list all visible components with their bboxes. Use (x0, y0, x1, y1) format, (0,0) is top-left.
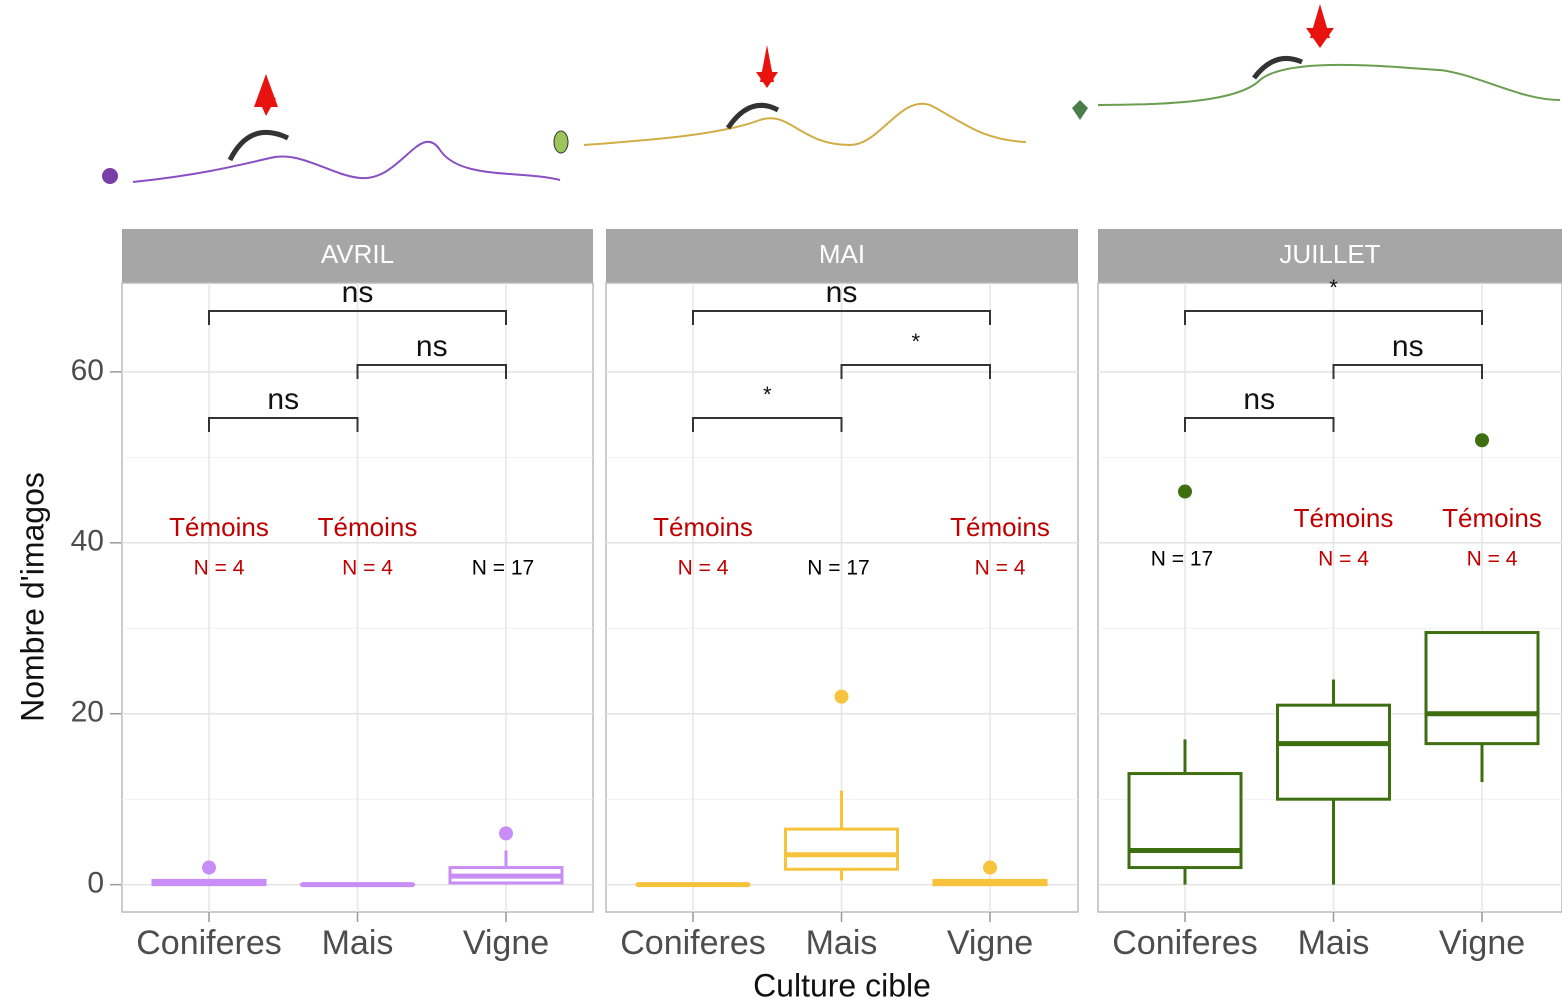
comparison-label: * (763, 382, 772, 407)
bracket (692, 310, 991, 325)
comparison-label: * (1329, 275, 1338, 300)
panel-title: MAI (819, 239, 865, 269)
comparison-label: ns (1392, 330, 1424, 363)
n-label: N = 4 (342, 557, 393, 580)
x-tick-label: Mais (322, 924, 394, 962)
n-label: N = 17 (807, 557, 869, 580)
x-tick-label: Vigne (1439, 924, 1525, 962)
comparison-label: ns (267, 383, 299, 416)
comparison-label: ns (342, 276, 374, 309)
n-label: N = 4 (975, 557, 1026, 580)
bracket (208, 417, 359, 432)
group-label: Témoins (1294, 503, 1394, 533)
x-tick-label: Vigne (947, 924, 1033, 962)
n-label: N = 4 (678, 557, 729, 580)
bracket (356, 364, 507, 379)
n-label: N = 4 (1318, 548, 1369, 571)
n-label: N = 17 (1151, 548, 1213, 571)
strip (606, 229, 1078, 283)
illustration (102, 4, 1561, 184)
group-label: Témoins (318, 512, 418, 542)
bracket (1184, 417, 1335, 432)
group-label: Témoins (653, 512, 753, 542)
outlier (1178, 484, 1192, 499)
x-tick-label: Vigne (463, 924, 549, 962)
bracket (1184, 310, 1483, 325)
bracket (1332, 364, 1483, 379)
outlier (983, 860, 997, 875)
n-label: N = 4 (1467, 548, 1518, 571)
x-tick-label: Coniferes (1112, 924, 1258, 962)
comparison-label: * (911, 329, 920, 354)
bracket (840, 364, 991, 379)
bracket (208, 310, 507, 325)
comparison-label: ns (416, 330, 448, 363)
box (1424, 631, 1540, 746)
x-tick-label: Mais (1298, 924, 1370, 962)
x-tick-label: Coniferes (620, 924, 766, 962)
bracket (692, 417, 843, 432)
y-axis-label: Nombre d'imagos (14, 472, 50, 722)
panel-title: JUILLET (1279, 239, 1380, 269)
x-tick-label: Coniferes (136, 924, 282, 962)
group-label: Témoins (1442, 503, 1542, 533)
group-label: Témoins (950, 512, 1050, 542)
y-tick-label: 40 (71, 525, 104, 558)
box (784, 827, 899, 871)
outlier (834, 689, 849, 704)
strip (1098, 229, 1562, 283)
y-tick-label: 0 (87, 867, 104, 900)
outlier (202, 860, 216, 875)
comparison-label: ns (826, 276, 858, 309)
n-label: N = 17 (472, 557, 534, 580)
outlier (499, 826, 513, 841)
comparison-label: ns (1243, 383, 1275, 416)
n-label: N = 4 (194, 557, 245, 580)
box (1276, 703, 1391, 801)
x-tick-label: Mais (806, 924, 878, 962)
panel-title: AVRIL (321, 239, 394, 269)
y-tick-label: 60 (71, 354, 104, 387)
strip (122, 229, 593, 283)
box (1127, 772, 1243, 870)
x-axis-label: Culture cible (753, 967, 931, 1003)
group-label: Témoins (169, 512, 269, 542)
outlier (1475, 433, 1489, 448)
y-tick-label: 20 (71, 696, 104, 729)
